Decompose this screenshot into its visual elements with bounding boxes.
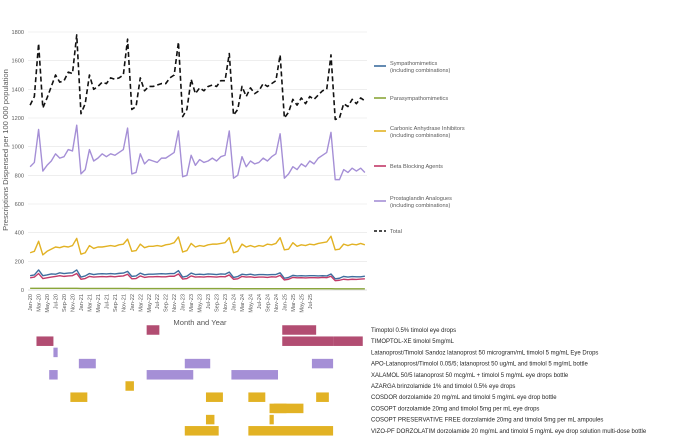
series-line xyxy=(29,124,366,181)
timeline-bar xyxy=(184,426,219,436)
timeline-bar xyxy=(125,381,134,391)
x-tick-label: Nov-21 xyxy=(121,294,127,312)
x-tick-label: Jan-23 xyxy=(181,294,187,311)
x-tick-label: Jul-25 xyxy=(308,294,314,309)
y-tick-label: 800 xyxy=(15,173,24,179)
x-tick-label: May-23 xyxy=(198,294,204,313)
x-tick-label: Jul-24 xyxy=(257,294,263,309)
timeline-bar xyxy=(248,392,266,402)
x-tick-label: Sep-23 xyxy=(215,294,221,312)
timeline-bar xyxy=(316,392,329,402)
legend-label: Beta Blocking Agents xyxy=(390,164,443,170)
x-tick-label: Mar-21 xyxy=(87,294,93,312)
x-axis-title: Month and Year xyxy=(173,318,227,327)
y-tick-label: 400 xyxy=(15,231,24,237)
y-tick-labels: 0 200 400 600 800 1000 1200 1400 1600 1800 xyxy=(12,30,24,294)
timeline-row-label: TIMOPTOL-XE timolol 5mg/mL xyxy=(371,339,455,345)
x-tick-label: Jan-20 xyxy=(28,294,34,311)
x-tick-label: Nov-22 xyxy=(172,294,178,312)
timeline-row-label: COSOPT PRESERVATIVE FREE dorzolamide 20m… xyxy=(371,418,603,424)
x-tick-label: Jul-23 xyxy=(206,294,212,309)
availability-timeline: Timoptol 0.5% timolol eye drops TIMOPTOL-… xyxy=(36,325,647,436)
timeline-bar xyxy=(282,325,317,335)
legend-label: Total xyxy=(390,229,402,235)
x-tick-label: May-21 xyxy=(96,294,102,313)
timeline-row-label: VIZO-PF DORZOLATIM dorzolamide 20 mg/mL … xyxy=(371,429,647,435)
y-tick-label: 1000 xyxy=(12,145,24,151)
x-tick-label: Sep-22 xyxy=(164,294,170,312)
series-line xyxy=(29,235,366,256)
timeline-row-label: COSOPT dorzolamide 20mg and timolol 5mg … xyxy=(371,406,539,412)
timeline-row-label: Latanoprost/Timolol Sandoz latanoprost 5… xyxy=(371,350,598,356)
timeline-bar xyxy=(282,336,334,346)
timeline-row-label: XALAMOL 50/5 latanoprost 50 mcg/mL + tim… xyxy=(371,373,569,379)
timeline-bar xyxy=(70,392,88,402)
y-axis-title: Prescriptions Dispensed per 100 000 popu… xyxy=(1,69,10,231)
y-tick-label: 1200 xyxy=(12,116,24,122)
timeline-bar xyxy=(205,392,223,402)
x-tick-label: May-20 xyxy=(45,294,51,313)
x-tick-label: May-22 xyxy=(147,294,153,313)
timeline-bar xyxy=(49,370,58,380)
timeline-bar xyxy=(146,370,194,380)
timeline-row-label: Timoptol 0.5% timolol eye drops xyxy=(371,328,456,334)
series-line xyxy=(30,287,365,290)
y-tick-label: 0 xyxy=(21,288,24,294)
timeline-bar xyxy=(53,347,58,358)
timeline-bar xyxy=(273,403,304,414)
series-lines xyxy=(29,34,366,290)
series-line xyxy=(29,34,366,121)
timeline-row-label: COSDOR dorzolamide 20 mg/mL and timolol … xyxy=(371,395,557,401)
x-tick-label: May-25 xyxy=(299,294,305,313)
series-line xyxy=(30,269,365,280)
x-tick-label: Nov-24 xyxy=(274,294,280,312)
x-tick-label: Nov-23 xyxy=(223,294,229,312)
x-tick-label: Mar-20 xyxy=(37,294,43,312)
x-tick-label: Jan-22 xyxy=(130,294,136,311)
x-tick-label: Mar-25 xyxy=(291,294,297,312)
x-tick-label: Sep-24 xyxy=(265,294,271,312)
y-gridlines xyxy=(28,31,367,291)
x-tick-label: Mar-24 xyxy=(240,294,246,312)
y-tick-label: 1600 xyxy=(12,59,24,65)
timeline-row-label: APO-Latanoprost/Timolol 0.05/5; latanopr… xyxy=(371,362,588,368)
timeline-bar xyxy=(205,414,215,425)
x-tick-label: Jan-21 xyxy=(79,294,85,311)
legend-label: Carbonic Anhydrase Inhibitors (including … xyxy=(390,126,465,139)
x-tick-label: Jan-24 xyxy=(232,294,238,311)
x-tick-label: Jan-25 xyxy=(282,294,288,311)
x-tick-label: May-24 xyxy=(248,294,254,313)
x-tick-label: Mar-23 xyxy=(189,294,195,312)
x-tick-label: Nov-20 xyxy=(70,294,76,312)
timeline-bar xyxy=(146,325,160,335)
y-tick-label: 1400 xyxy=(12,87,24,93)
timeline-bar xyxy=(231,370,279,380)
timeline-bar xyxy=(248,426,334,436)
timeline-bar xyxy=(333,336,363,346)
legend-label: Sympathomimetics (including combinations) xyxy=(390,61,450,74)
timeline-bar xyxy=(311,358,334,369)
y-tick-label: 200 xyxy=(15,259,24,265)
x-tick-label: Sep-21 xyxy=(113,294,119,312)
x-tick-label: Jul-20 xyxy=(54,294,60,309)
x-tick-labels: Jan-20 Mar-20 May-20 Jul-20 Sep-20 Nov-20 Jan-… xyxy=(28,294,314,313)
legend-label: Prostaglandin Analogues (including combin… xyxy=(390,196,452,209)
legend-label: Parasympathomimetics xyxy=(390,96,448,102)
x-tick-label: Mar-22 xyxy=(138,294,144,312)
timeline-bar xyxy=(78,358,96,369)
y-tick-label: 1800 xyxy=(12,30,24,36)
x-tick-label: Jul-22 xyxy=(155,294,161,309)
timeline-bar xyxy=(36,336,54,346)
timeline-bar xyxy=(184,358,211,369)
x-tick-label: Sep-20 xyxy=(62,294,68,312)
series-line xyxy=(30,272,365,282)
legend: Sympathomimetics (including combinations)… xyxy=(374,61,465,235)
timeline-bar xyxy=(269,414,274,425)
y-tick-label: 600 xyxy=(15,202,24,208)
timeline-row-label: AZARGA brinzolamide 1% and timolol 0.5% … xyxy=(371,384,515,390)
x-tick-label: Jul-21 xyxy=(104,294,110,309)
